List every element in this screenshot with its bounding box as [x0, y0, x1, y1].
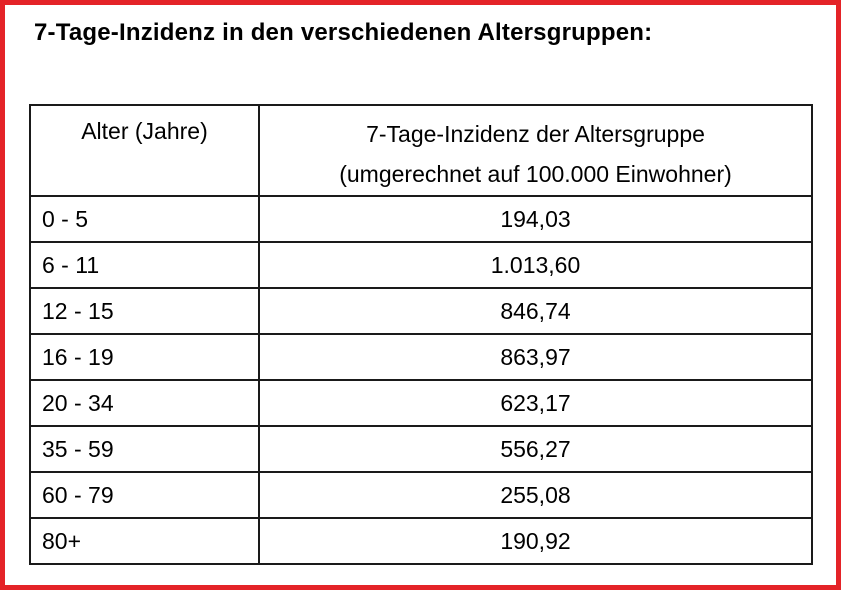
incidence-cell: 190,92	[258, 517, 813, 565]
value-column-header-line2: (umgerechnet auf 100.000 Einwohner)	[339, 161, 732, 187]
incidence-cell: 863,97	[258, 333, 813, 381]
table-row: 12 - 15 846,74	[29, 287, 813, 335]
age-cell: 60 - 79	[29, 471, 260, 519]
table-row: 20 - 34 623,17	[29, 379, 813, 427]
table-row: 35 - 59 556,27	[29, 425, 813, 473]
age-cell: 12 - 15	[29, 287, 260, 335]
age-column-header: Alter (Jahre)	[29, 104, 260, 197]
age-cell: 0 - 5	[29, 195, 260, 243]
age-cell: 20 - 34	[29, 379, 260, 427]
incidence-cell: 194,03	[258, 195, 813, 243]
value-column-header: 7-Tage-Inzidenz der Altersgruppe (umgere…	[258, 104, 813, 197]
age-cell: 16 - 19	[29, 333, 260, 381]
table-row: 60 - 79 255,08	[29, 471, 813, 519]
table-header-row: Alter (Jahre) 7-Tage-Inzidenz der Alters…	[29, 104, 813, 197]
value-column-header-line1: 7-Tage-Inzidenz der Altersgruppe	[366, 121, 705, 147]
incidence-cell: 846,74	[258, 287, 813, 335]
incidence-cell: 1.013,60	[258, 241, 813, 289]
age-cell: 35 - 59	[29, 425, 260, 473]
incidence-cell: 556,27	[258, 425, 813, 473]
incidence-cell: 255,08	[258, 471, 813, 519]
table-row: 0 - 5 194,03	[29, 195, 813, 243]
incidence-table: Alter (Jahre) 7-Tage-Inzidenz der Alters…	[29, 104, 813, 565]
table-row: 80+ 190,92	[29, 517, 813, 565]
table-row: 6 - 11 1.013,60	[29, 241, 813, 289]
age-cell: 80+	[29, 517, 260, 565]
page-title: 7-Tage-Inzidenz in den verschiedenen Alt…	[34, 19, 653, 46]
age-cell: 6 - 11	[29, 241, 260, 289]
incidence-cell: 623,17	[258, 379, 813, 427]
table-row: 16 - 19 863,97	[29, 333, 813, 381]
